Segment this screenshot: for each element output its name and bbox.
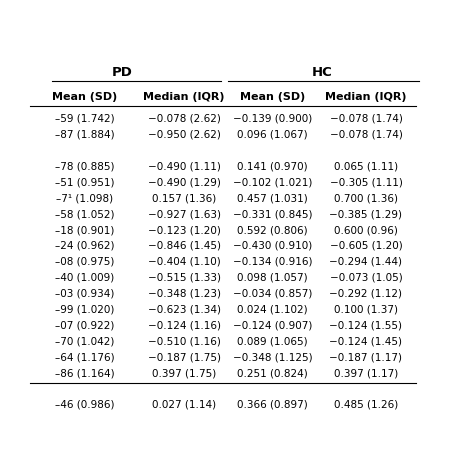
Text: −0.124 (0.907): −0.124 (0.907) (233, 320, 312, 330)
Text: −0.950 (2.62): −0.950 (2.62) (148, 130, 220, 140)
Text: –24 (0.962): –24 (0.962) (55, 241, 115, 251)
Text: −0.124 (1.55): −0.124 (1.55) (329, 320, 402, 330)
Text: −0.294 (1.44): −0.294 (1.44) (329, 257, 402, 267)
Text: –64 (1.176): –64 (1.176) (55, 352, 115, 362)
Text: –58 (1.052): –58 (1.052) (55, 209, 115, 219)
Text: 0.141 (0.970): 0.141 (0.970) (237, 162, 308, 172)
Text: −0.348 (1.125): −0.348 (1.125) (233, 352, 312, 362)
Text: HC: HC (311, 66, 332, 79)
Text: –59 (1.742): –59 (1.742) (55, 114, 115, 124)
Text: −0.292 (1.12): −0.292 (1.12) (329, 289, 402, 299)
Text: –40 (1.009): –40 (1.009) (55, 273, 115, 283)
Text: −0.605 (1.20): −0.605 (1.20) (329, 241, 402, 251)
Text: −0.305 (1.11): −0.305 (1.11) (329, 177, 402, 187)
Text: –51 (0.951): –51 (0.951) (55, 177, 115, 187)
Text: −0.490 (1.29): −0.490 (1.29) (148, 177, 220, 187)
Text: −0.124 (1.16): −0.124 (1.16) (147, 320, 221, 330)
Text: 0.024 (1.102): 0.024 (1.102) (237, 304, 308, 314)
Text: 0.027 (1.14): 0.027 (1.14) (152, 400, 216, 410)
Text: −0.078 (2.62): −0.078 (2.62) (148, 114, 220, 124)
Text: −0.430 (0.910): −0.430 (0.910) (233, 241, 312, 251)
Text: −0.510 (1.16): −0.510 (1.16) (148, 336, 220, 346)
Text: 0.098 (1.057): 0.098 (1.057) (237, 273, 308, 283)
Text: 0.700 (1.36): 0.700 (1.36) (334, 193, 398, 203)
Text: Median (IQR): Median (IQR) (325, 91, 407, 101)
Text: –70 (1.042): –70 (1.042) (55, 336, 115, 346)
Text: 0.397 (1.17): 0.397 (1.17) (334, 368, 398, 378)
Text: –07 (0.922): –07 (0.922) (55, 320, 115, 330)
Text: −0.123 (1.20): −0.123 (1.20) (148, 225, 220, 235)
Text: –78 (0.885): –78 (0.885) (55, 162, 115, 172)
Text: −0.846 (1.45): −0.846 (1.45) (147, 241, 221, 251)
Text: −0.078 (1.74): −0.078 (1.74) (329, 114, 402, 124)
Text: −0.927 (1.63): −0.927 (1.63) (147, 209, 221, 219)
Text: 0.600 (0.96): 0.600 (0.96) (334, 225, 398, 235)
Text: 0.251 (0.824): 0.251 (0.824) (237, 368, 308, 378)
Text: –18 (0.901): –18 (0.901) (55, 225, 115, 235)
Text: –03 (0.934): –03 (0.934) (55, 289, 115, 299)
Text: PD: PD (111, 66, 132, 79)
Text: 0.485 (1.26): 0.485 (1.26) (334, 400, 398, 410)
Text: −0.623 (1.34): −0.623 (1.34) (147, 304, 221, 314)
Text: Mean (SD): Mean (SD) (240, 91, 305, 101)
Text: Mean (SD): Mean (SD) (52, 91, 118, 101)
Text: −0.331 (0.845): −0.331 (0.845) (233, 209, 312, 219)
Text: 0.397 (1.75): 0.397 (1.75) (152, 368, 216, 378)
Text: –08 (0.975): –08 (0.975) (55, 257, 115, 267)
Text: 0.457 (1.031): 0.457 (1.031) (237, 193, 308, 203)
Text: −0.102 (1.021): −0.102 (1.021) (233, 177, 312, 187)
Text: −0.490 (1.11): −0.490 (1.11) (148, 162, 220, 172)
Text: −0.348 (1.23): −0.348 (1.23) (147, 289, 221, 299)
Text: −0.073 (1.05): −0.073 (1.05) (329, 273, 402, 283)
Text: −0.515 (1.33): −0.515 (1.33) (147, 273, 221, 283)
Text: 0.089 (1.065): 0.089 (1.065) (237, 336, 308, 346)
Text: −0.385 (1.29): −0.385 (1.29) (329, 209, 402, 219)
Text: −0.187 (1.75): −0.187 (1.75) (147, 352, 221, 362)
Text: 0.100 (1.37): 0.100 (1.37) (334, 304, 398, 314)
Text: −0.404 (1.10): −0.404 (1.10) (148, 257, 220, 267)
Text: −0.134 (0.916): −0.134 (0.916) (233, 257, 312, 267)
Text: –87 (1.884): –87 (1.884) (55, 130, 115, 140)
Text: −0.078 (1.74): −0.078 (1.74) (329, 130, 402, 140)
Text: −0.187 (1.17): −0.187 (1.17) (329, 352, 402, 362)
Text: 0.592 (0.806): 0.592 (0.806) (237, 225, 308, 235)
Text: 0.366 (0.897): 0.366 (0.897) (237, 400, 308, 410)
Text: Median (IQR): Median (IQR) (144, 91, 225, 101)
Text: −0.139 (0.900): −0.139 (0.900) (233, 114, 312, 124)
Text: −0.034 (0.857): −0.034 (0.857) (233, 289, 312, 299)
Text: –46 (0.986): –46 (0.986) (55, 400, 115, 410)
Text: –86 (1.164): –86 (1.164) (55, 368, 115, 378)
Text: 0.065 (1.11): 0.065 (1.11) (334, 162, 398, 172)
Text: 0.157 (1.36): 0.157 (1.36) (152, 193, 216, 203)
Text: –99 (1.020): –99 (1.020) (55, 304, 115, 314)
Text: −0.124 (1.45): −0.124 (1.45) (329, 336, 402, 346)
Text: 0.096 (1.067): 0.096 (1.067) (237, 130, 308, 140)
Text: –7¹ (1.098): –7¹ (1.098) (56, 193, 114, 203)
